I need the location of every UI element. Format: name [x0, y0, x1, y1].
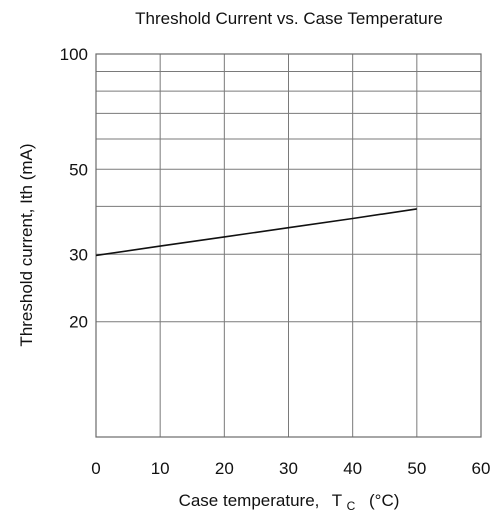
x-tick-label: 0 [91, 459, 100, 478]
y-axis-label: Threshold current, Ith (mA) [17, 143, 36, 346]
x-tick-label: 20 [215, 459, 234, 478]
series-line [95, 208, 417, 257]
x-axis-label-subscript: C [347, 499, 356, 513]
x-axis-label-text: Case temperature, [179, 491, 320, 510]
x-tick-label: 40 [343, 459, 362, 478]
y-gridlines [96, 53, 481, 323]
series-layer [95, 208, 417, 257]
x-tick-label: 10 [151, 459, 170, 478]
y-tick-label: 30 [69, 245, 88, 264]
plot-frame [95, 53, 482, 438]
x-tick-label: 30 [279, 459, 298, 478]
x-gridlines [95, 54, 482, 437]
x-axis-label-symbol: T [332, 491, 342, 510]
x-tick-labels: 0 10 20 30 40 50 60 [91, 459, 490, 478]
y-tick-label: 50 [69, 160, 88, 179]
x-axis-label: Case temperature, T C (°C) [179, 491, 400, 514]
y-tick-labels: 20 30 50 100 [60, 45, 88, 332]
x-tick-label: 60 [472, 459, 491, 478]
x-tick-label: 50 [407, 459, 426, 478]
x-axis-label-unit: (°C) [369, 491, 399, 510]
y-tick-label: 100 [60, 45, 88, 64]
y-tick-label: 20 [69, 313, 88, 332]
chart-title: Threshold Current vs. Case Temperature [135, 9, 443, 28]
